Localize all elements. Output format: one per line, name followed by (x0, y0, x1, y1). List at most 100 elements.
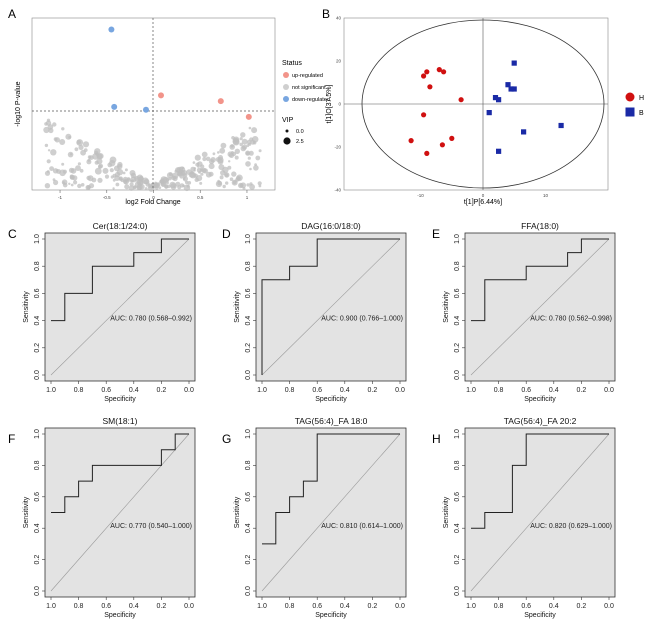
roc-y-tick-label: 0.6 (454, 288, 461, 298)
volcano-point-ns (208, 163, 215, 170)
roc-auc-label: AUC: 0.780 (0.568–0.992) (110, 316, 192, 323)
score-plot: -10 0 10 40 20 0 -20 -40 t[1]P[6.44%] t[1]O[37.… (326, 16, 644, 207)
volcano-point-ns (107, 162, 113, 168)
volcano-point-ns (115, 182, 120, 187)
score-point-h (441, 69, 447, 75)
volcano-point-ns (125, 179, 128, 183)
roc-x-tick-label: 0.6 (101, 603, 111, 610)
volcano-point-ns (196, 167, 202, 173)
volcano-point-ns (117, 161, 123, 168)
volcano-point-ns (190, 166, 196, 172)
roc-x-tick-label: 0.6 (312, 387, 322, 394)
volcano-point-ns (129, 182, 134, 187)
volcano-point-ns (124, 168, 128, 172)
score-point-b (511, 86, 517, 92)
volcano-point-ns (145, 182, 151, 187)
roc-x-tick-label: 0.2 (157, 603, 167, 610)
score-y-tick-label: 40 (336, 16, 342, 21)
roc-x-tick-label: 0.0 (604, 387, 614, 394)
volcano-point-ns (128, 185, 135, 191)
volcano-point-ns (208, 171, 214, 177)
volcano-highlighted-points (108, 26, 252, 120)
roc-xlabel: Specificity (315, 612, 347, 619)
volcano-point-ns (104, 174, 110, 179)
roc-y-tick-label: 0.2 (245, 555, 252, 565)
roc-y-tick-label: 0.6 (454, 492, 461, 502)
volcano-point-ns (77, 183, 82, 189)
volcano-point-ns (97, 177, 103, 183)
roc-x-tick-label: 0.2 (157, 387, 167, 394)
volcano-point-ns (67, 151, 74, 158)
volcano-point-ns (122, 171, 126, 175)
roc-x-tick-label: 0.8 (285, 387, 295, 394)
score-y-tick-label: 0 (338, 102, 341, 107)
roc-title: TAG(56:4)_FA 20:2 (504, 416, 577, 426)
roc-title: FFA(18:0) (521, 221, 559, 231)
volcano-point-ns (132, 185, 137, 190)
volcano-point-ns (94, 167, 102, 175)
volcano-xlabel: log2 Fold Change (125, 199, 180, 206)
roc-auc-label: AUC: 0.820 (0.629–1.000) (530, 523, 612, 530)
roc-xlabel: Specificity (104, 612, 136, 619)
panel-letter-h: H (432, 432, 441, 446)
roc-diagonal (470, 433, 610, 592)
volcano-point-ns (65, 133, 72, 140)
volcano-point-ns (258, 184, 262, 188)
panel-letter-g: G (222, 432, 231, 446)
score-legend-h-swatch (625, 92, 635, 102)
roc-title: DAG(16:0/18:0) (301, 221, 361, 231)
roc-curve (471, 238, 609, 322)
roc-x-tick-label: 1.0 (257, 603, 267, 610)
volcano-point-ns (234, 148, 240, 154)
volcano-point-ns (127, 178, 131, 182)
roc-y-tick-label: 1.0 (245, 429, 252, 439)
volcano-point-ns (102, 167, 109, 174)
volcano-point-ns (232, 180, 237, 185)
roc-x-tick-label: 0.0 (184, 603, 194, 610)
volcano-ylabel: -log10 P-value (15, 81, 22, 126)
volcano-point-ns (86, 159, 92, 165)
roc-y-tick-label: 0.0 (34, 586, 41, 596)
volcano-point-ns (248, 126, 252, 130)
roc-y-tick-label: 0.2 (454, 555, 461, 565)
roc-x-tick-label: 1.0 (46, 603, 56, 610)
score-legend-b-label: B (639, 110, 644, 117)
roc-x-tick-label: 0.0 (395, 387, 405, 394)
volcano-point-ns (138, 179, 144, 185)
volcano-point-ns (144, 187, 148, 191)
volcano-point-up (245, 113, 252, 120)
volcano-point-ns (109, 168, 114, 173)
roc-x-tick-label: 0.8 (74, 387, 84, 394)
volcano-point-ns (240, 182, 247, 189)
volcano-point-ns (231, 171, 237, 177)
roc-ylabel: Sensitivity (443, 291, 450, 323)
roc-y-tick-label: 0.8 (245, 261, 252, 271)
volcano-point-ns (193, 173, 198, 178)
score-point-b (496, 148, 502, 154)
roc-x-tick-label: 0.8 (74, 603, 84, 610)
score-legend-h-label: H (639, 95, 644, 102)
roc-ylabel: Sensitivity (443, 496, 450, 528)
volcano-point-down (111, 103, 118, 110)
roc-diagonal (261, 238, 401, 376)
volcano-point-ns (258, 149, 262, 153)
volcano-point-ns (124, 184, 130, 190)
score-point-b (558, 122, 564, 129)
volcano-point-ns (217, 151, 220, 154)
roc-x-tick-label: 0.2 (368, 603, 378, 610)
panel-letter-c: C (8, 227, 17, 241)
volcano-point-ns (218, 155, 223, 160)
roc-y-tick-label: 0.8 (34, 460, 41, 470)
volcano-x-ticks: -1 -0.5 0 0.5 1 (58, 190, 249, 200)
volcano-point-ns (45, 120, 52, 126)
volcano-point-ns (215, 180, 223, 188)
roc-y-tick-label: 0.8 (454, 261, 461, 271)
roc-auc-label: AUC: 0.770 (0.540–1.000) (110, 523, 192, 530)
roc-curve (51, 238, 189, 322)
score-point-b (496, 97, 502, 103)
score-x-tick-label: -10 (417, 193, 424, 198)
roc-x-tick-label: 0.4 (340, 387, 350, 394)
roc-diagonal (470, 238, 610, 376)
roc-x-tick-label: 1.0 (466, 603, 476, 610)
